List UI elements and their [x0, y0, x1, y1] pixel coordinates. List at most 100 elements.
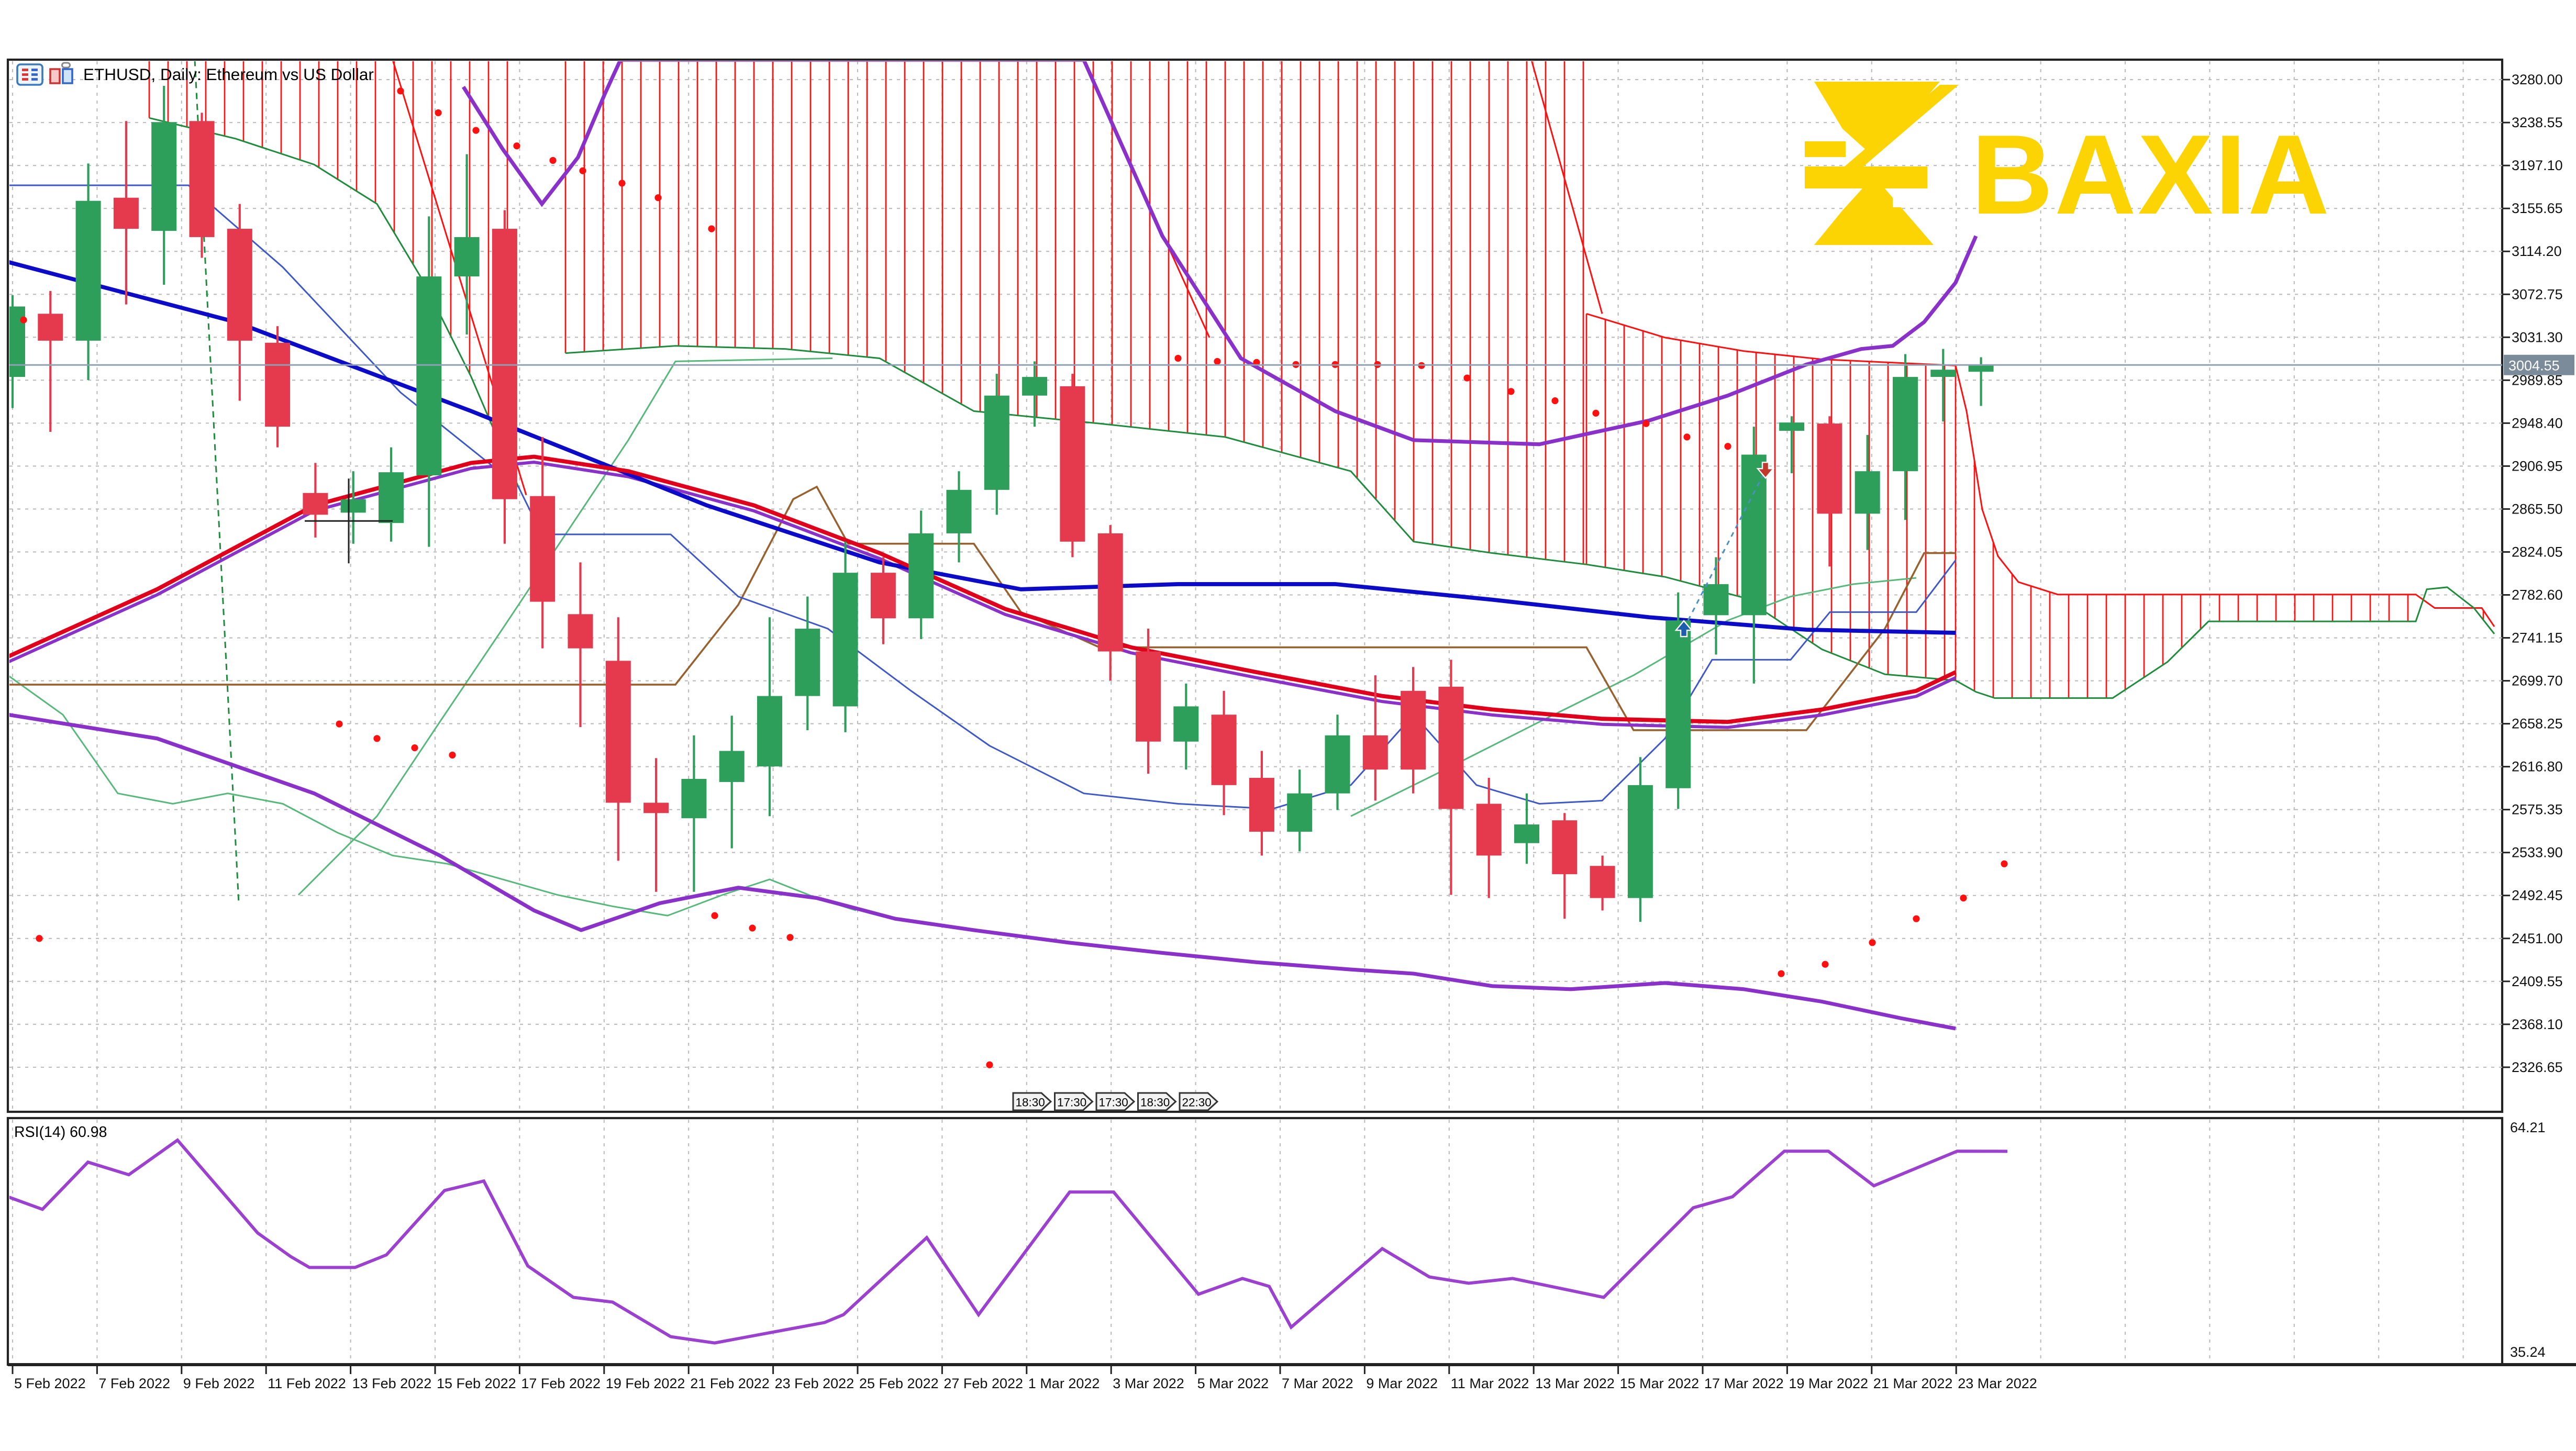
- price-line-layer: 3004.55: [9, 354, 2574, 375]
- price-axis-label: 2658.25: [2512, 716, 2563, 732]
- bollinger-lower-band: [9, 713, 1956, 1031]
- time-tag: [1054, 1092, 1094, 1111]
- candlestick: [870, 573, 896, 619]
- psar-dot: [1174, 354, 1182, 362]
- chart-title-block: ETHUSD, Daily: Ethereum vs US Dollar: [16, 62, 374, 86]
- time-tag: [1179, 1092, 1219, 1111]
- price-axis-label: 2865.50: [2512, 501, 2563, 517]
- price-axis-label: 2616.80: [2512, 759, 2563, 775]
- rsi-indicator-label: RSI(14) 60.98: [14, 1124, 107, 1141]
- price-axis-label: 2699.70: [2512, 673, 2563, 689]
- candlestick: [681, 778, 707, 819]
- candlestick: [1097, 533, 1123, 652]
- price-axis-label: 2824.05: [2512, 544, 2563, 560]
- candlestick: [1401, 690, 1426, 770]
- candlestick: [75, 200, 101, 341]
- current-price-badge-text: 3004.55: [2508, 358, 2560, 374]
- psar-dot: [513, 142, 520, 150]
- time-tag-text: 17:30: [1099, 1096, 1128, 1109]
- date-axis-label: 19 Mar 2022: [1789, 1376, 1868, 1391]
- psar-dot: [435, 109, 442, 117]
- psar-dot: [20, 316, 27, 323]
- candlestick: [1779, 422, 1805, 431]
- candlestick: [795, 629, 820, 696]
- senkou-a-line: [1955, 365, 2495, 627]
- baxia-logo-text: BAXIA: [1971, 111, 2331, 238]
- current-price-badge: [2504, 354, 2574, 375]
- price-axis-label: 2326.65: [2512, 1059, 2563, 1075]
- candlestick: [1817, 423, 1842, 514]
- candlestick: [1741, 454, 1767, 616]
- senkou-a-diagonal: [1531, 61, 1603, 314]
- candlestick: [151, 122, 177, 231]
- candlestick: [1249, 778, 1274, 832]
- price-axis-label: 3072.75: [2512, 286, 2563, 302]
- psar-dot: [786, 934, 794, 941]
- candlestick: [1325, 735, 1350, 794]
- candlestick: [568, 614, 593, 649]
- candlestick: [719, 751, 745, 782]
- candlestick: [1665, 620, 1691, 788]
- candlestick: [1173, 706, 1199, 742]
- time-tags: 18:30 17:30 17:30 18:30 22:30: [1012, 1092, 1219, 1111]
- date-axis-label: 1 Mar 2022: [1028, 1376, 1100, 1391]
- date-axis-label: 19 Feb 2022: [606, 1376, 685, 1391]
- price-axis-label: 3155.65: [2512, 200, 2563, 216]
- price-axis-label: 3197.10: [2512, 158, 2563, 173]
- candlestick: [1627, 785, 1653, 898]
- candlestick: [984, 395, 1009, 490]
- time-tag: [1137, 1092, 1177, 1111]
- quotes-grid-icon: [16, 63, 43, 86]
- candlestick: [1362, 735, 1388, 770]
- candlestick: [454, 237, 480, 277]
- date-axis-label: 21 Feb 2022: [690, 1376, 770, 1391]
- psar-dot: [654, 194, 662, 202]
- price-axis-label: 2989.85: [2512, 372, 2563, 388]
- psar-dot: [1822, 961, 1829, 968]
- candlestick: [1930, 370, 1956, 377]
- psar-dot: [1214, 358, 1221, 365]
- trade-markers: [1674, 462, 1775, 638]
- chart-windows-icon: [49, 62, 73, 84]
- date-axis[interactable]: 5 Feb 2022 7 Feb 2022 9 Feb 2022 11 Feb 202…: [12, 1365, 2037, 1391]
- candlestick: [416, 276, 442, 476]
- candlestick: [1968, 365, 1994, 372]
- rsi-line: [9, 1138, 2008, 1345]
- price-axis-label: 3238.55: [2512, 115, 2563, 130]
- candlestick: [1438, 686, 1464, 809]
- psar-dot: [336, 720, 343, 728]
- price-axis-label: 2368.10: [2512, 1017, 2563, 1032]
- psar-dot: [1642, 420, 1650, 427]
- candlestick: [946, 489, 972, 533]
- candlestick: [303, 493, 328, 515]
- price-axis[interactable]: 3280.00 3238.55 3197.10 3155.65 3114.20 3072.…: [2502, 72, 2563, 1075]
- buy-arrow-icon: [1674, 620, 1693, 638]
- rsi-line-layer: [9, 1138, 2008, 1345]
- candlestick: [1287, 793, 1313, 832]
- date-axis-label: 17 Mar 2022: [1704, 1376, 1784, 1391]
- psar-dot: [449, 751, 456, 759]
- date-axis-label: 17 Feb 2022: [521, 1376, 601, 1391]
- psar-dot: [1778, 970, 1785, 977]
- date-axis-label: 7 Mar 2022: [1282, 1376, 1353, 1391]
- candlestick: [1893, 377, 1918, 472]
- date-axis-label: 9 Feb 2022: [183, 1376, 255, 1391]
- psar-dot: [1253, 359, 1260, 366]
- date-axis-label: 13 Mar 2022: [1535, 1376, 1615, 1391]
- psar-dot: [1869, 939, 1876, 946]
- rsi-panel[interactable]: [6, 1117, 2504, 1366]
- date-axis-label: 21 Mar 2022: [1873, 1376, 1953, 1391]
- time-tag: [1095, 1092, 1136, 1111]
- candlestick: [1476, 803, 1502, 856]
- psar-dots-layer: [20, 87, 2008, 1068]
- psar-dot: [411, 744, 418, 752]
- bollinger-upper-band: [461, 61, 1978, 447]
- price-axis-label: 2533.90: [2512, 845, 2563, 861]
- time-tag-text: 17:30: [1057, 1096, 1086, 1109]
- bollinger-middle-band: [9, 460, 1957, 729]
- candlestick: [1060, 386, 1085, 542]
- candlestick: [38, 314, 63, 341]
- time-tag: [1012, 1092, 1052, 1111]
- candlestick: [832, 573, 858, 707]
